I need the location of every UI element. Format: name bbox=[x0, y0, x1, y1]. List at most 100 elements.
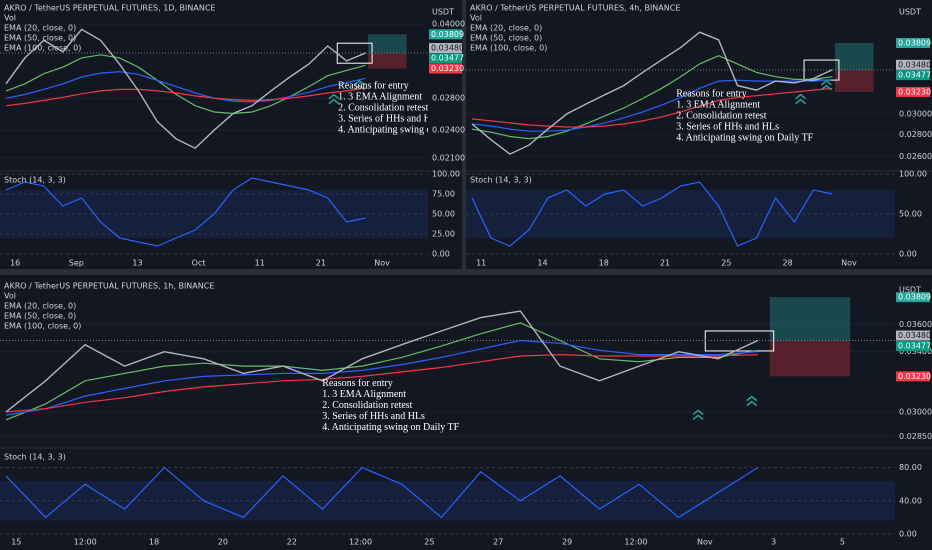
chart-title: AKRO / TetherUS PERPETUAL FUTURES, 1D, B… bbox=[4, 4, 215, 13]
x-tick-label: 3 bbox=[771, 538, 776, 547]
annotation: 4. Anticipating swing on Daily TF bbox=[338, 125, 475, 136]
y-tick-label: 0.02600 bbox=[899, 152, 932, 161]
annotation: Reasons for entry bbox=[338, 81, 409, 92]
chevron-icon bbox=[795, 93, 807, 105]
x-tick-label: 11 bbox=[476, 259, 486, 268]
price-label-box bbox=[896, 70, 930, 81]
legend-entry: EMA (100, close, 0) bbox=[4, 322, 81, 331]
price-label-box bbox=[896, 86, 930, 97]
legend-entry: EMA (20, close, 0) bbox=[4, 302, 76, 311]
price-label-box bbox=[429, 43, 462, 54]
stoch-band bbox=[466, 190, 895, 238]
annotation: 3. Series of HHs and HLs bbox=[676, 121, 779, 132]
x-tick-label: 12:00 bbox=[349, 538, 372, 547]
price-line bbox=[471, 31, 833, 155]
chart-title: AKRO / TetherUS PERPETUAL FUTURES, 4h, B… bbox=[470, 4, 680, 13]
x-tick-label: 11 bbox=[255, 259, 265, 268]
ema-line bbox=[5, 87, 366, 107]
price-label-box bbox=[429, 29, 462, 40]
price-label-box bbox=[896, 340, 930, 351]
stop-loss-zone bbox=[368, 53, 407, 69]
annotation: 1. 3 EMA Alignment bbox=[338, 92, 422, 103]
price-label-box bbox=[896, 292, 930, 303]
price-label-box bbox=[429, 53, 462, 64]
x-tick-label: Nov bbox=[374, 259, 390, 268]
y-tick-label: 0.02100 bbox=[432, 153, 465, 162]
stoch-title: Stoch (14, 3, 3) bbox=[4, 453, 66, 462]
y-tick-label: 0.02800 bbox=[432, 94, 465, 103]
x-tick-label: 21 bbox=[660, 259, 670, 268]
x-tick-label: 20 bbox=[218, 538, 228, 547]
stoch-tick-label: 0.00 bbox=[899, 530, 917, 539]
stoch-tick-label: 40.00 bbox=[899, 496, 922, 505]
annotation: Reasons for entry bbox=[322, 378, 393, 389]
price-label-box bbox=[896, 59, 930, 70]
price-label-box bbox=[429, 63, 462, 74]
legend-entry: EMA (20, close, 0) bbox=[4, 24, 76, 33]
long-target-zone bbox=[769, 297, 851, 341]
legend-entry: EMA (100, close, 0) bbox=[470, 44, 547, 53]
stoch-line bbox=[5, 177, 366, 247]
ema-line bbox=[5, 71, 366, 103]
y-tick-label: 0.03600 bbox=[899, 320, 932, 329]
stoch-tick-label: 25.00 bbox=[432, 230, 455, 239]
x-tick-label: 27 bbox=[493, 538, 503, 547]
price-label: 0.03809 bbox=[898, 39, 931, 48]
annotation: Reasons for entry bbox=[676, 88, 747, 99]
chart-title: AKRO / TetherUS PERPETUAL FUTURES, 1h, B… bbox=[4, 282, 214, 291]
x-tick-label: 12:00 bbox=[74, 538, 97, 547]
chevron-icon bbox=[328, 93, 340, 105]
x-tick-label: 22 bbox=[287, 538, 297, 547]
stoch-line bbox=[471, 181, 833, 247]
volume-label: Vol bbox=[4, 292, 16, 301]
ema-line bbox=[5, 339, 758, 416]
legend-entry: EMA (50, close, 0) bbox=[470, 34, 542, 43]
stoch-title: Stoch (14, 3, 3) bbox=[470, 176, 532, 185]
price-label: 0.03230 bbox=[898, 87, 931, 96]
price-label-box bbox=[896, 371, 930, 382]
currency-label: USDT bbox=[899, 286, 921, 295]
stoch-tick-label: 80.00 bbox=[899, 463, 922, 472]
x-tick-label: Nov bbox=[841, 259, 857, 268]
x-tick-label: 12:00 bbox=[624, 538, 647, 547]
ema-line bbox=[471, 87, 833, 128]
x-tick-label: 21 bbox=[316, 259, 326, 268]
x-tick-label: 15 bbox=[11, 538, 21, 547]
x-tick-label: 5 bbox=[840, 538, 845, 547]
x-tick-label: 14 bbox=[537, 259, 547, 268]
price-line bbox=[5, 28, 366, 150]
long-target-zone bbox=[834, 43, 874, 71]
x-tick-label: 18 bbox=[149, 538, 159, 547]
annotation: 4. Anticipating swing on Daily TF bbox=[322, 422, 459, 433]
x-tick-label: Sep bbox=[69, 259, 84, 268]
annotation: 2. Consolidation retest bbox=[338, 103, 428, 114]
ema-line bbox=[5, 322, 758, 421]
volume-label: Vol bbox=[4, 14, 16, 23]
chevron-icon bbox=[746, 395, 758, 407]
x-tick-label: 16 bbox=[10, 259, 20, 268]
annotation: 4. Anticipating swing on Daily TF bbox=[676, 132, 813, 143]
price-line bbox=[5, 310, 759, 413]
stoch-tick-label: 0.00 bbox=[432, 250, 450, 259]
chevron-icon bbox=[354, 79, 365, 91]
long-target-zone bbox=[368, 34, 407, 54]
stop-loss-zone bbox=[769, 340, 851, 377]
volume-label: Vol bbox=[470, 14, 482, 23]
x-tick-label: 13 bbox=[132, 259, 142, 268]
price-label: 0.03480 bbox=[898, 60, 931, 69]
x-tick-label: 18 bbox=[599, 259, 609, 268]
price-label: 0.03230 bbox=[431, 64, 464, 73]
stoch-tick-label: 50.00 bbox=[432, 210, 455, 219]
legend-entry: EMA (50, close, 0) bbox=[4, 34, 76, 43]
stoch-tick-label: 100.00 bbox=[432, 170, 460, 179]
y-tick-label: 0.04000 bbox=[432, 20, 465, 29]
x-tick-label: 28 bbox=[783, 259, 793, 268]
stoch-tick-label: 75.00 bbox=[432, 190, 455, 199]
x-tick-label: 29 bbox=[562, 538, 572, 547]
x-tick-label: 25 bbox=[424, 538, 434, 547]
y-tick-label: 0.02850 bbox=[899, 432, 932, 441]
price-label: 0.03480 bbox=[431, 44, 464, 53]
price-label: 0.03480 bbox=[898, 331, 931, 340]
